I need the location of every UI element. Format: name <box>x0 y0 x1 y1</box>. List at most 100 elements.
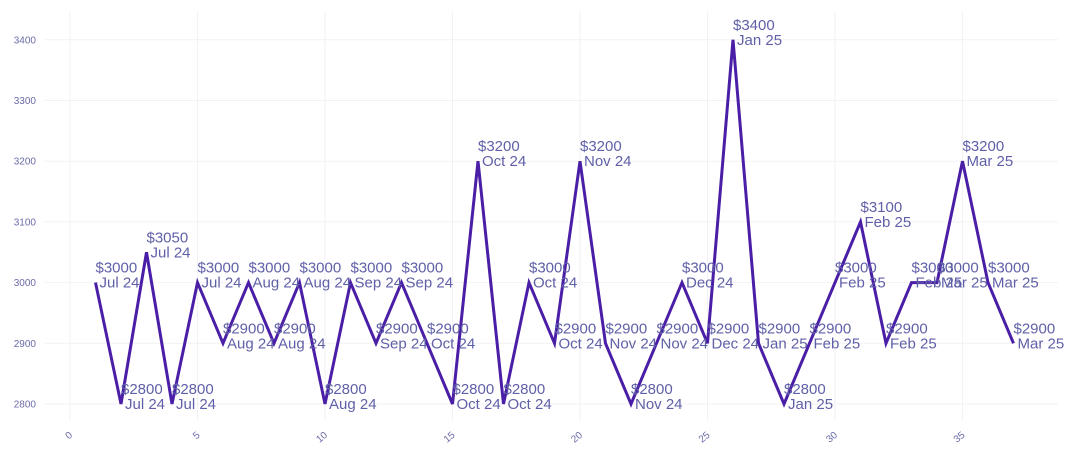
data-label-price: $2800 <box>325 381 367 398</box>
data-label-month: Aug 24 <box>253 275 301 292</box>
data-label-price: $2900 <box>223 320 265 337</box>
data-label-month: Nov 24 <box>610 335 658 352</box>
data-label-price: $3000 <box>682 260 724 277</box>
x-tick-label: 25 <box>697 430 713 446</box>
data-label-month: Sep 24 <box>406 275 454 292</box>
grid-lines <box>45 12 1058 420</box>
data-label-month: Aug 24 <box>304 275 352 292</box>
data-label-month: Mar 25 <box>941 275 988 292</box>
data-label-month: Oct 24 <box>508 396 552 413</box>
data-label-month: Sep 24 <box>355 275 403 292</box>
data-label-month: Jan 25 <box>737 32 782 49</box>
data-label-month: Jan 25 <box>763 335 808 352</box>
data-label-month: Jul 24 <box>151 244 191 261</box>
x-tick-label: 5 <box>191 430 203 442</box>
data-label-price: $2800 <box>504 381 546 398</box>
data-label-month: Oct 24 <box>457 396 501 413</box>
data-label-month: Aug 24 <box>278 335 326 352</box>
data-label-month: Jul 24 <box>202 275 242 292</box>
data-label-price: $2900 <box>708 320 750 337</box>
data-label-month: Oct 24 <box>559 335 603 352</box>
y-tick-label: 3300 <box>14 96 37 107</box>
data-label-price: $3000 <box>912 260 954 277</box>
data-label-month: Jul 24 <box>125 396 165 413</box>
x-tick-label: 0 <box>64 430 76 442</box>
data-label-month: Nov 24 <box>661 335 709 352</box>
data-label-price: $3000 <box>351 260 393 277</box>
data-label-month: Aug 24 <box>329 396 377 413</box>
x-tick-label: 35 <box>952 430 968 446</box>
data-label-price: $3000 <box>249 260 291 277</box>
data-label-month: Feb 25 <box>890 335 937 352</box>
y-tick-label: 2800 <box>14 400 37 411</box>
data-label-price: $2900 <box>657 320 699 337</box>
data-label-month: Nov 24 <box>584 153 632 170</box>
data-label-month: Mar 25 <box>1018 335 1065 352</box>
data-label-month: Jul 24 <box>100 275 140 292</box>
x-tick-label: 10 <box>314 430 330 446</box>
data-label-month: Mar 25 <box>967 153 1014 170</box>
data-label-month: Oct 24 <box>533 275 577 292</box>
data-label-price: $3200 <box>580 138 622 155</box>
data-label-price: $2900 <box>810 320 852 337</box>
data-label-month: Feb 25 <box>865 214 912 231</box>
data-label-price: $2800 <box>631 381 673 398</box>
data-label-month: Mar 25 <box>992 275 1039 292</box>
data-label-price: $2800 <box>121 381 163 398</box>
y-tick-label: 3000 <box>14 278 37 289</box>
x-tick-label: 20 <box>569 430 585 446</box>
data-label-month: Jul 24 <box>176 396 216 413</box>
data-label-price: $3000 <box>300 260 342 277</box>
data-label-price: $2800 <box>172 381 214 398</box>
data-label-month: Aug 24 <box>227 335 275 352</box>
data-label-price: $2900 <box>274 320 316 337</box>
data-label-month: Feb 25 <box>916 275 963 292</box>
y-tick-label: 3100 <box>14 217 37 228</box>
data-label-price: $3000 <box>198 260 240 277</box>
data-label-price: $2900 <box>886 320 928 337</box>
price-series-line <box>94 39 1015 408</box>
data-label-price: $3000 <box>529 260 571 277</box>
data-label-price: $3400 <box>733 17 775 34</box>
data-label-month: Dec 24 <box>712 335 760 352</box>
data-label-price: $3050 <box>147 229 189 246</box>
data-label-month: Feb 25 <box>839 275 886 292</box>
data-label-price: $3000 <box>835 260 877 277</box>
data-label-price: $3000 <box>937 260 979 277</box>
x-tick-label: 15 <box>442 430 458 446</box>
y-tick-label: 3400 <box>14 35 37 46</box>
data-label-price: $3000 <box>988 260 1030 277</box>
data-label-month: Oct 24 <box>482 153 526 170</box>
